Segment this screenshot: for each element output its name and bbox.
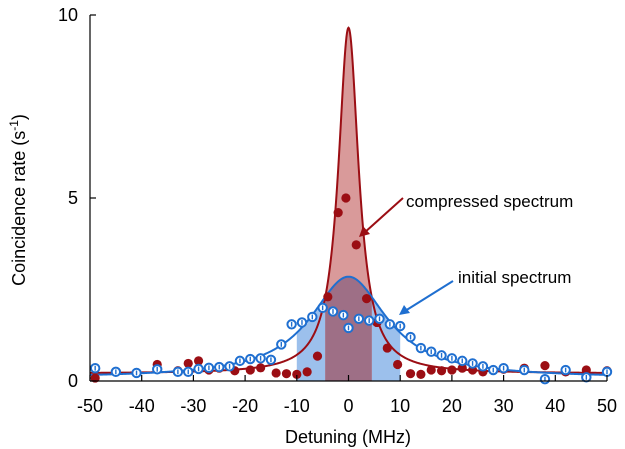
data-point-compressed bbox=[581, 365, 591, 375]
data-point-compressed bbox=[312, 351, 323, 361]
data-point-compressed bbox=[361, 294, 372, 304]
data-point-initial bbox=[374, 313, 385, 324]
data-point-initial bbox=[203, 362, 215, 374]
data-point-initial bbox=[384, 319, 396, 330]
data-point-initial bbox=[193, 363, 204, 375]
x-tick-label: 10 bbox=[390, 396, 410, 416]
data-point-compressed bbox=[271, 368, 281, 378]
data-point-initial bbox=[338, 309, 349, 321]
y-axis-label-sup: -1 bbox=[7, 120, 21, 131]
data-point-initial bbox=[317, 302, 328, 313]
series-initial bbox=[89, 302, 613, 385]
data-point-compressed bbox=[426, 365, 436, 375]
data-point-compressed bbox=[416, 369, 426, 380]
data-point-compressed bbox=[302, 367, 312, 377]
x-tick-label: 40 bbox=[545, 396, 565, 416]
x-tick-label: 20 bbox=[442, 396, 462, 416]
y-axis-label: Coincidence rate (s-1) bbox=[7, 114, 29, 286]
data-point-initial bbox=[245, 353, 256, 365]
data-point-initial bbox=[110, 366, 122, 378]
data-point-initial bbox=[276, 339, 287, 350]
y-tick-label: 0 bbox=[68, 371, 78, 391]
annotation-initial-spectrum: initial spectrum bbox=[458, 268, 571, 287]
data-point-initial bbox=[89, 362, 101, 374]
data-point-compressed bbox=[540, 361, 550, 371]
plot-area bbox=[89, 26, 613, 385]
x-tick-label: -50 bbox=[77, 396, 103, 416]
data-point-compressed bbox=[323, 292, 333, 302]
data-point-initial bbox=[436, 350, 447, 361]
x-tick-label: -40 bbox=[129, 396, 155, 416]
data-point-compressed bbox=[193, 356, 204, 366]
arrow-compressed-spectrum bbox=[363, 197, 404, 234]
data-point-compressed bbox=[393, 359, 403, 370]
data-point-initial bbox=[446, 353, 458, 364]
x-tick-label: 0 bbox=[343, 396, 353, 416]
data-point-compressed bbox=[256, 363, 266, 373]
y-axis-label-main: Coincidence rate (s bbox=[9, 131, 29, 286]
data-point-initial bbox=[477, 361, 489, 372]
data-point-compressed bbox=[405, 369, 416, 379]
y-tick-label: 5 bbox=[68, 188, 78, 208]
data-point-compressed bbox=[382, 343, 392, 353]
annotations: compressed spectrum initial spectrum bbox=[359, 192, 573, 315]
data-point-initial bbox=[286, 319, 297, 330]
data-point-initial bbox=[172, 366, 184, 378]
x-tick-label: -20 bbox=[232, 396, 258, 416]
data-point-initial bbox=[426, 346, 437, 357]
data-point-initial bbox=[415, 342, 427, 354]
data-point-initial bbox=[353, 313, 365, 324]
x-tick-label: -30 bbox=[180, 396, 206, 416]
x-tick-label: 50 bbox=[597, 396, 617, 416]
annotation-compressed-spectrum: compressed spectrum bbox=[406, 192, 573, 211]
data-point-initial bbox=[467, 358, 478, 369]
x-tick-label: -10 bbox=[284, 396, 310, 416]
x-axis-label: Detuning (MHz) bbox=[285, 427, 411, 447]
data-point-initial bbox=[327, 306, 339, 317]
data-point-initial bbox=[581, 372, 592, 383]
arrowhead-initial-spectrum bbox=[399, 305, 410, 315]
data-point-initial bbox=[296, 317, 308, 328]
data-point-compressed bbox=[90, 373, 100, 383]
data-point-initial bbox=[363, 315, 375, 326]
data-point-initial bbox=[265, 354, 277, 365]
data-point-compressed bbox=[341, 193, 351, 203]
data-point-compressed bbox=[447, 365, 457, 375]
data-point-compressed bbox=[457, 363, 467, 373]
data-point-initial bbox=[255, 353, 266, 364]
x-tick-label: 30 bbox=[494, 396, 514, 416]
data-point-initial bbox=[214, 361, 225, 373]
data-point-initial bbox=[224, 361, 235, 372]
y-axis-label-close: ) bbox=[9, 114, 29, 120]
data-point-initial bbox=[395, 320, 406, 332]
data-point-compressed bbox=[245, 365, 255, 375]
data-point-compressed bbox=[292, 369, 302, 380]
data-point-initial bbox=[601, 366, 613, 378]
data-point-initial bbox=[131, 367, 142, 379]
data-point-initial bbox=[234, 355, 246, 367]
data-point-initial bbox=[183, 366, 194, 378]
data-point-initial bbox=[519, 364, 530, 376]
y-tick-label: 10 bbox=[58, 5, 78, 25]
data-point-compressed bbox=[333, 208, 343, 218]
data-point-initial bbox=[152, 364, 163, 375]
data-point-initial bbox=[539, 373, 551, 385]
data-point-compressed bbox=[436, 366, 447, 376]
arrow-initial-spectrum bbox=[404, 280, 454, 312]
y-ticks: 0 5 10 bbox=[58, 5, 96, 391]
data-point-compressed bbox=[351, 240, 361, 250]
arrowhead-compressed-spectrum bbox=[359, 226, 370, 237]
data-point-initial bbox=[343, 322, 354, 334]
x-ticks: -50 -40 -30 -20 -10 0 10 20 30 40 50 bbox=[77, 375, 617, 416]
data-point-initial bbox=[498, 362, 509, 374]
data-point-initial bbox=[488, 364, 499, 376]
data-point-compressed bbox=[183, 358, 193, 369]
data-point-initial bbox=[560, 364, 571, 376]
data-point-initial bbox=[457, 355, 468, 367]
data-point-compressed bbox=[281, 369, 292, 379]
data-point-initial bbox=[307, 311, 318, 323]
data-point-initial bbox=[405, 331, 416, 343]
